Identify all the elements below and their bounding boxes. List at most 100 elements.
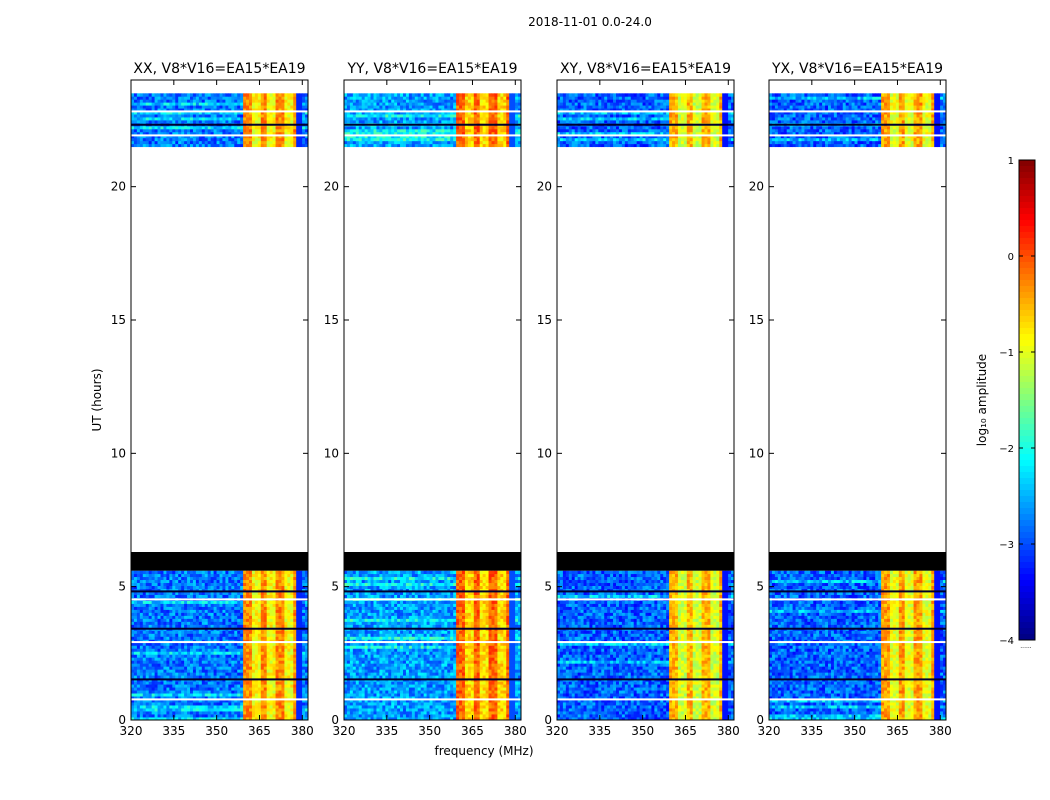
- heatmap-cell: [349, 681, 354, 685]
- heatmap-cell: [266, 114, 271, 118]
- heatmap-cell: [302, 105, 306, 109]
- heatmap-cell: [154, 128, 158, 133]
- heatmap-cell: [178, 690, 182, 694]
- heatmap-cell: [237, 579, 241, 584]
- heatmap-cell: [157, 636, 161, 640]
- heatmap-cell: [500, 708, 504, 712]
- heatmap-cell: [467, 708, 472, 712]
- heatmap-cell: [305, 114, 309, 118]
- heatmap-cell: [169, 699, 173, 703]
- heatmap-cell: [231, 717, 235, 721]
- heatmap-cell: [172, 585, 176, 589]
- heatmap-cell: [172, 696, 176, 700]
- heatmap-cell: [391, 693, 395, 697]
- heatmap-cell: [142, 672, 147, 676]
- heatmap-cell: [131, 693, 135, 697]
- heatmap-cell: [148, 681, 153, 685]
- heatmap-cell: [207, 648, 212, 652]
- heatmap-cell: [373, 684, 377, 688]
- heatmap-cell: [225, 594, 229, 598]
- heatmap-cell: [287, 714, 291, 718]
- heatmap-cell: [491, 717, 495, 721]
- heatmap-cell: [213, 609, 217, 613]
- heatmap-cell: [251, 96, 256, 100]
- heatmap-cell: [275, 624, 279, 628]
- heatmap-cell: [184, 579, 188, 584]
- heatmap-cell: [175, 96, 179, 100]
- heatmap-cell: [195, 93, 200, 97]
- heatmap-cell: [346, 717, 351, 721]
- heatmap-cell: [192, 636, 197, 640]
- heatmap-cell: [479, 690, 484, 694]
- heatmap-cell: [281, 120, 285, 124]
- heatmap-cell: [444, 714, 448, 718]
- heatmap-cell: [293, 120, 297, 124]
- heatmap-cell: [145, 669, 150, 673]
- heatmap-cell: [198, 609, 203, 613]
- heatmap-cell: [175, 696, 179, 700]
- heatmap-cell: [133, 137, 138, 142]
- heatmap-cell: [376, 705, 380, 709]
- heatmap-cell: [216, 651, 220, 655]
- heatmap-cell: [269, 588, 273, 592]
- heatmap-cell: [299, 612, 303, 616]
- heatmap-cell: [225, 120, 229, 124]
- heatmap-cell: [435, 684, 439, 688]
- heatmap-cell: [172, 669, 176, 673]
- heatmap-cell: [216, 624, 220, 628]
- heatmap-cell: [394, 696, 398, 700]
- heatmap-cell: [166, 105, 170, 109]
- heatmap-cell: [260, 93, 265, 97]
- heatmap-cell: [195, 657, 200, 661]
- heatmap-cell: [222, 120, 226, 124]
- heatmap-cell: [175, 93, 179, 97]
- heatmap-cell: [160, 588, 164, 592]
- heatmap-cell: [260, 636, 265, 640]
- heatmap-cell: [269, 585, 273, 589]
- heatmap-cell: [225, 714, 229, 718]
- heatmap-cell: [157, 603, 161, 607]
- heatmap-cell: [204, 648, 209, 652]
- heatmap-cell: [228, 609, 232, 613]
- heatmap-cell: [163, 681, 167, 685]
- heatmap-cell: [175, 714, 179, 718]
- heatmap-cell: [133, 134, 138, 139]
- heatmap-cell: [266, 696, 271, 700]
- heatmap-cell: [293, 582, 297, 586]
- heatmap-cell: [246, 624, 250, 628]
- heatmap-cell: [210, 645, 214, 649]
- heatmap-cell: [296, 702, 300, 706]
- heatmap-cell: [219, 612, 223, 616]
- heatmap-cell: [302, 621, 306, 625]
- heatmap-cell: [275, 639, 279, 643]
- heatmap-cell: [231, 137, 235, 142]
- heatmap-cell: [257, 134, 262, 139]
- heatmap-cell: [269, 114, 273, 118]
- heatmap-cell: [175, 645, 179, 649]
- heatmap-cell: [414, 675, 419, 679]
- heatmap-cell: [240, 108, 244, 112]
- heatmap-cell: [272, 693, 276, 697]
- heatmap-cell: [198, 666, 203, 670]
- heatmap-cell: [450, 699, 454, 703]
- heatmap-cell: [187, 663, 191, 667]
- heatmap-cell: [408, 699, 413, 703]
- heatmap-cell: [163, 570, 167, 575]
- heatmap-cell: [296, 128, 300, 133]
- heatmap-cell: [476, 702, 481, 706]
- heatmap-cell: [204, 128, 209, 133]
- heatmap-cell: [464, 711, 469, 715]
- heatmap-cell: [187, 717, 191, 721]
- heatmap-cell: [204, 137, 209, 142]
- heatmap-cell: [219, 669, 223, 673]
- heatmap-cell: [260, 666, 265, 670]
- heatmap-cell: [154, 657, 158, 661]
- heatmap-cell: [160, 102, 164, 106]
- heatmap-cell: [190, 681, 194, 685]
- heatmap-cell: [249, 633, 253, 637]
- heatmap-cell: [219, 660, 223, 664]
- heatmap-cell: [251, 125, 256, 130]
- heatmap-cell: [263, 654, 268, 658]
- heatmap-cell: [266, 624, 271, 628]
- heatmap-cell: [172, 588, 176, 592]
